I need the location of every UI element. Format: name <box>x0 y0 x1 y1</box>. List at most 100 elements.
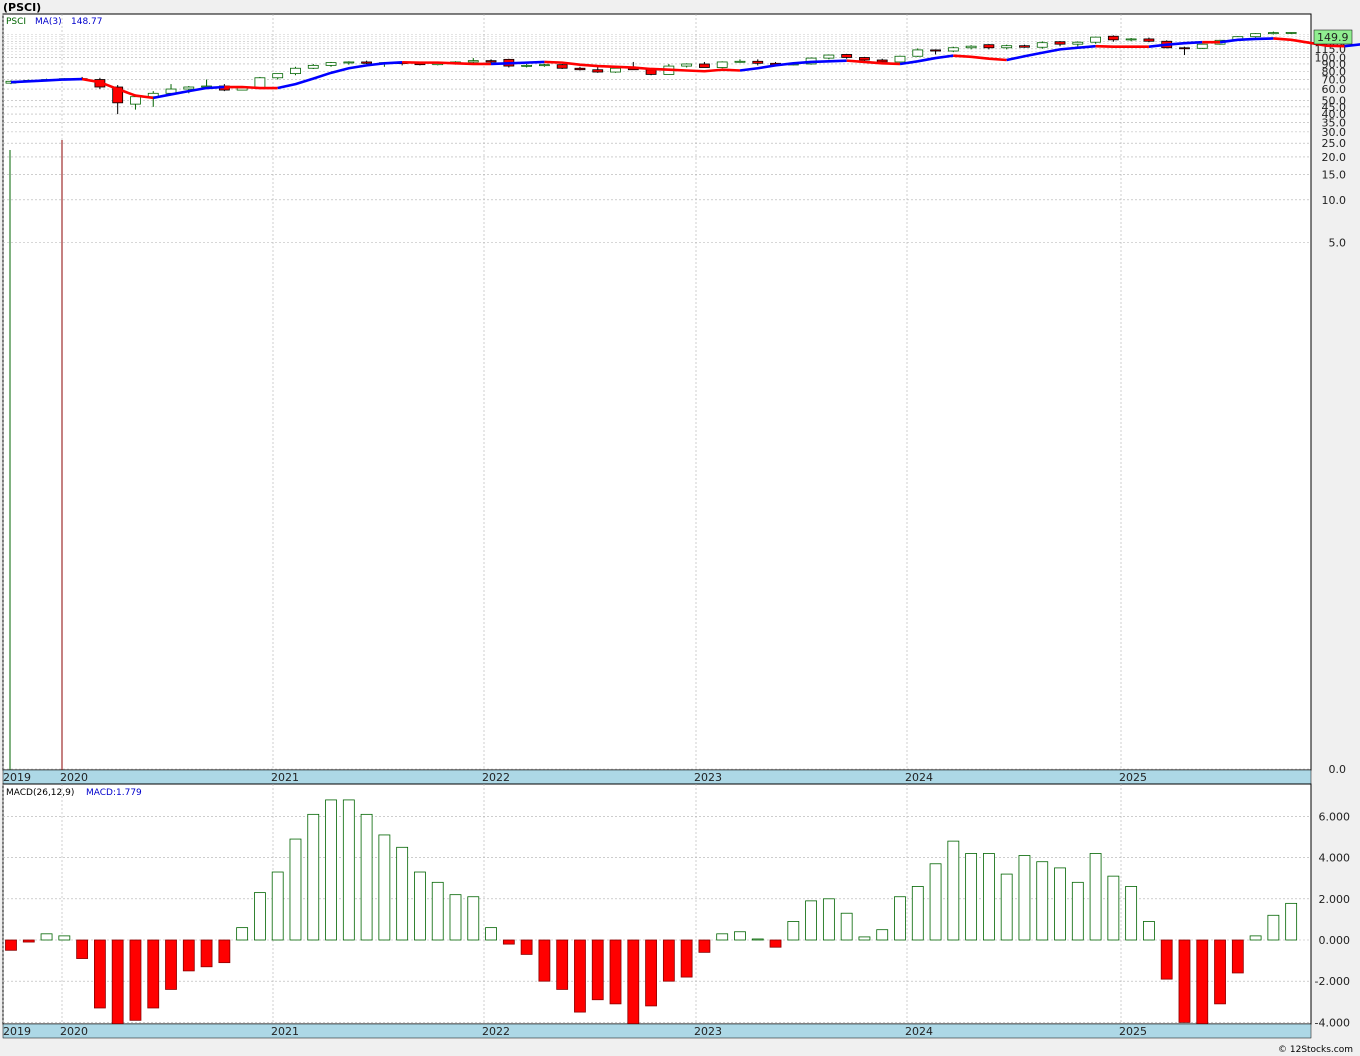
macd-bar <box>1285 902 1298 941</box>
price-candle <box>699 61 710 68</box>
price-candle <box>1285 32 1297 35</box>
macd-bar <box>1036 861 1049 941</box>
price-candle <box>930 49 941 55</box>
macd-bar <box>165 939 177 990</box>
ma-segment <box>1148 40 1203 49</box>
candle-body <box>930 49 941 52</box>
price-candle <box>272 73 284 80</box>
candle-body <box>290 67 301 75</box>
candle-body <box>716 61 728 68</box>
price-candle <box>859 56 870 62</box>
ma-segment <box>1219 37 1274 44</box>
price-year-label: 2024 <box>905 771 933 784</box>
macd-bar <box>805 900 817 941</box>
macd-year-label: 2024 <box>905 1025 933 1038</box>
macd-year-label: 2019 <box>3 1025 31 1038</box>
macd-bar <box>911 886 924 941</box>
macd-year-strip: 2019 2020 2021 2022 2023 2024 2025 <box>2 1023 1312 1039</box>
macd-bar <box>147 939 160 1009</box>
price-candle <box>947 46 959 53</box>
candle-body <box>1090 36 1101 43</box>
price-year-label: 2020 <box>60 771 88 784</box>
ma-segment <box>739 59 847 72</box>
macd-bar <box>467 896 480 941</box>
price-candle <box>290 66 301 76</box>
macd-bar <box>876 929 889 941</box>
price-tick-label: 5.0 <box>1329 237 1347 250</box>
candle-body <box>610 67 621 73</box>
macd-bar <box>200 939 213 968</box>
price-candle <box>1072 41 1084 48</box>
candle-body <box>574 67 586 71</box>
price-candle <box>361 60 373 64</box>
macd-bar <box>680 939 693 978</box>
candle-body <box>1019 45 1030 48</box>
price-candle <box>254 76 266 89</box>
macd-legend-label: MACD(26,12,9) <box>6 788 74 798</box>
candle-body <box>912 49 924 57</box>
ma-segment <box>899 54 954 66</box>
price-tick-label: 90.0 <box>1322 58 1347 71</box>
macd-bar <box>271 871 284 941</box>
ma-segment <box>846 59 901 66</box>
candle-body <box>1054 41 1066 45</box>
price-candle <box>574 66 586 71</box>
price-candle <box>556 63 568 69</box>
macd-bar <box>751 938 764 941</box>
candle-body <box>556 64 568 69</box>
macd-bar <box>1267 914 1280 941</box>
macd-bar <box>414 871 426 941</box>
price-tick-label: 40.0 <box>1322 108 1347 121</box>
candle-body <box>681 63 693 67</box>
macd-bar <box>965 853 978 941</box>
macd-bars <box>5 799 1298 1025</box>
macd-year-label: 2020 <box>60 1025 88 1038</box>
candle-body <box>699 63 710 68</box>
candle-body <box>876 59 888 63</box>
candle-body <box>539 64 550 67</box>
macd-bar <box>5 939 17 951</box>
price-candle <box>1001 44 1013 50</box>
price-year-label: 2023 <box>694 771 722 784</box>
price-candle <box>965 45 977 50</box>
price-candle <box>1090 36 1101 44</box>
candle-body <box>1143 38 1155 42</box>
macd-bar <box>449 894 462 941</box>
ma-segment <box>544 60 741 73</box>
candle-body <box>823 54 835 59</box>
price-candle <box>467 58 479 64</box>
macd-bar <box>716 933 729 941</box>
candle-body <box>1267 32 1279 35</box>
macd-bar <box>662 939 675 982</box>
macd-bar <box>627 939 640 1025</box>
candle-body <box>752 60 764 64</box>
macd-bar <box>396 846 409 941</box>
macd-bar <box>1178 939 1191 1023</box>
macd-bar <box>360 813 373 941</box>
price-candle <box>325 61 337 67</box>
candle-body <box>254 77 266 89</box>
last-price-label: 149.9 <box>1317 31 1349 44</box>
macd-bar <box>1196 939 1209 1025</box>
macd-bar <box>609 939 622 1005</box>
macd-bar <box>129 939 142 1021</box>
macd-bar <box>1214 939 1226 1005</box>
macd-bar <box>342 799 355 941</box>
macd-bar <box>58 935 71 941</box>
candle-body <box>965 45 977 49</box>
price-year-strip: 2019 2020 2021 2022 2023 2024 2025 <box>2 769 1312 785</box>
macd-bar <box>307 813 320 941</box>
macd-tick-label: -4.000 <box>1315 1016 1350 1029</box>
price-panel: 0.0 5.0 10.0 15.0 20.025.030.035.040.045.050… <box>2 13 1360 776</box>
macd-y-axis: -4.000 -2.000 0.000 2.000 4.000 6.000 <box>1315 810 1350 1029</box>
ma-segment <box>152 85 225 100</box>
candle-body <box>485 60 497 63</box>
macd-bar <box>111 939 124 1025</box>
macd-bar <box>734 931 746 941</box>
macd-bar <box>929 863 942 941</box>
macd-bar <box>840 912 853 941</box>
price-tick-label: 15.0 <box>1322 169 1347 182</box>
price-tick-label: 70.0 <box>1322 74 1347 87</box>
ma-segment <box>224 85 278 90</box>
macd-bar <box>574 939 586 1013</box>
